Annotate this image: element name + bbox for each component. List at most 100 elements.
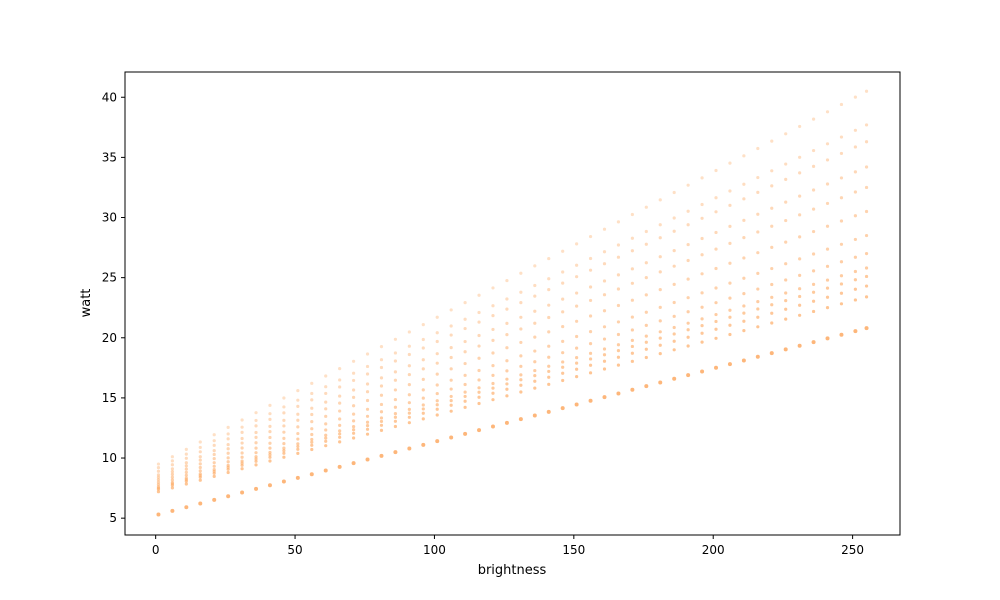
data-point [421,377,425,381]
data-point [198,440,202,444]
data-point [491,351,495,355]
data-point [616,320,621,324]
data-point [519,271,523,275]
data-point [491,338,495,342]
data-point [296,412,300,416]
data-point [435,383,439,387]
data-point [728,323,732,327]
data-point [728,189,732,193]
data-point [365,424,370,428]
data-point [282,449,286,453]
data-point [588,234,593,239]
data-point [728,241,732,245]
data-point [533,386,537,390]
data-point [435,403,439,407]
data-point [226,463,230,467]
data-point [379,453,384,458]
data-point [742,304,746,308]
data-point [784,291,788,295]
data-point [393,419,398,423]
data-point [770,206,774,210]
data-point [784,177,788,181]
data-point [156,490,161,494]
x-tick-label: 150 [562,543,585,557]
data-point [421,346,425,350]
x-tick-label: 100 [423,543,446,557]
data-point [156,473,161,477]
data-point [184,473,188,478]
data-point [658,255,662,259]
data-point [547,364,551,368]
data-point [324,385,328,389]
data-point [198,458,202,462]
data-point [658,270,662,274]
data-point [240,455,244,459]
data-point [267,483,272,488]
x-axis-label: brightness [478,563,547,578]
data-point [533,335,537,339]
data-point [839,282,844,286]
data-point [170,486,174,490]
data-point [769,351,774,356]
data-point [547,369,551,374]
x-tick-label: 0 [152,543,160,557]
data-point [686,296,690,300]
data-point [742,236,746,240]
data-point [770,245,774,249]
data-point [533,283,537,288]
data-point [798,294,802,299]
data-point [226,460,230,464]
data-point [477,428,482,433]
data-point [295,475,300,480]
data-point [839,302,844,306]
data-point [798,194,802,198]
data-point [616,349,621,353]
data-point [700,216,704,220]
data-point [379,365,384,370]
data-point [240,425,244,429]
data-point [756,287,760,291]
data-point [728,296,732,300]
y-tick-label: 5 [109,511,117,525]
data-point [864,284,869,288]
data-point [338,429,342,433]
data-point [686,328,690,332]
data-point [477,356,481,360]
data-point [379,428,384,432]
data-point [435,331,439,335]
data-point [547,315,551,320]
data-point [700,324,704,328]
data-point [616,303,621,308]
data-point [602,279,607,283]
data-point [798,171,802,175]
data-point [825,306,830,310]
data-point [463,317,467,321]
data-point [309,472,314,477]
data-point [756,212,760,216]
data-point [324,439,328,443]
data-point [477,310,481,315]
data-point [407,344,411,348]
data-point [588,357,593,361]
data-point [351,431,356,435]
data-point [588,351,593,355]
data-point [254,446,258,450]
data-point [519,364,523,368]
data-point [393,378,398,382]
data-point [324,433,328,437]
data-point [282,411,286,415]
data-point [853,95,857,99]
data-point [421,367,425,371]
data-point [672,282,676,286]
data-point [184,456,188,460]
data-point [170,463,174,467]
data-point [811,309,816,314]
data-point [714,266,718,271]
data-point [756,300,760,304]
data-point [310,437,314,442]
data-point [784,240,788,244]
data-point [533,321,537,325]
data-point [198,501,203,506]
data-point [491,304,495,308]
data-point [449,409,453,413]
